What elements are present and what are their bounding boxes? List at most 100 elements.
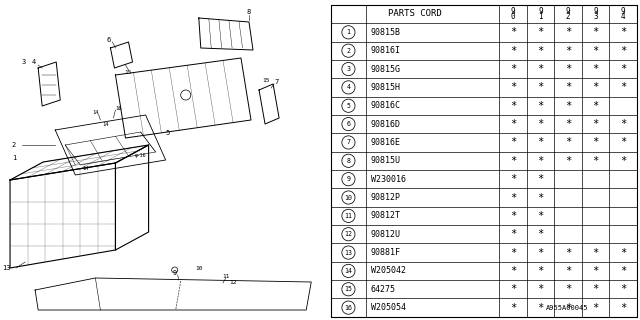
Text: 6: 6 bbox=[346, 121, 351, 127]
Text: *: * bbox=[538, 27, 543, 37]
Text: *: * bbox=[510, 119, 516, 129]
Text: *: * bbox=[510, 248, 516, 258]
Text: 11: 11 bbox=[222, 274, 230, 278]
Text: 16: 16 bbox=[344, 305, 353, 311]
Text: 64275: 64275 bbox=[371, 285, 396, 294]
Text: *: * bbox=[565, 82, 571, 92]
Text: *: * bbox=[565, 156, 571, 166]
Text: 5: 5 bbox=[166, 130, 170, 136]
Text: 1: 1 bbox=[538, 12, 543, 21]
Text: 12: 12 bbox=[229, 279, 237, 284]
Text: *: * bbox=[510, 46, 516, 56]
Text: *: * bbox=[620, 284, 626, 294]
Text: *: * bbox=[593, 248, 598, 258]
Text: 1: 1 bbox=[346, 29, 351, 35]
Text: *: * bbox=[538, 193, 543, 203]
Text: 90812U: 90812U bbox=[371, 230, 401, 239]
Text: *: * bbox=[510, 193, 516, 203]
Text: 90815B: 90815B bbox=[371, 28, 401, 37]
Text: 14: 14 bbox=[92, 109, 99, 115]
Text: *: * bbox=[565, 64, 571, 74]
Text: *: * bbox=[538, 266, 543, 276]
Text: *: * bbox=[538, 284, 543, 294]
Text: *: * bbox=[510, 174, 516, 184]
Text: *: * bbox=[565, 138, 571, 148]
Text: 10: 10 bbox=[195, 266, 202, 270]
Text: *: * bbox=[593, 82, 598, 92]
Text: *: * bbox=[510, 27, 516, 37]
Text: 9: 9 bbox=[593, 7, 598, 16]
Text: *: * bbox=[620, 266, 626, 276]
Text: *: * bbox=[565, 266, 571, 276]
Text: *: * bbox=[620, 46, 626, 56]
Text: *: * bbox=[620, 64, 626, 74]
Text: *: * bbox=[620, 248, 626, 258]
Text: *: * bbox=[593, 27, 598, 37]
Text: *: * bbox=[510, 64, 516, 74]
Text: *: * bbox=[510, 138, 516, 148]
Text: 0: 0 bbox=[511, 12, 515, 21]
Text: 14: 14 bbox=[344, 268, 353, 274]
Text: 2: 2 bbox=[12, 142, 16, 148]
Text: *: * bbox=[565, 101, 571, 111]
Text: *: * bbox=[593, 284, 598, 294]
Text: *: * bbox=[538, 229, 543, 239]
Text: 7: 7 bbox=[346, 140, 351, 146]
Text: 15: 15 bbox=[125, 69, 132, 75]
Text: *: * bbox=[565, 119, 571, 129]
Text: 90816C: 90816C bbox=[371, 101, 401, 110]
Text: W205042: W205042 bbox=[371, 267, 406, 276]
Text: *: * bbox=[593, 119, 598, 129]
Text: *: * bbox=[593, 303, 598, 313]
Text: 14: 14 bbox=[102, 123, 109, 127]
Text: 13: 13 bbox=[344, 250, 353, 256]
Text: 16: 16 bbox=[115, 106, 122, 110]
Text: 90812P: 90812P bbox=[371, 193, 401, 202]
Text: 90816I: 90816I bbox=[371, 46, 401, 55]
Text: *: * bbox=[593, 138, 598, 148]
Text: 9: 9 bbox=[621, 7, 625, 16]
Text: *: * bbox=[565, 303, 571, 313]
Text: 90816E: 90816E bbox=[371, 138, 401, 147]
Text: 7: 7 bbox=[274, 79, 278, 85]
Text: 90815G: 90815G bbox=[371, 65, 401, 74]
Text: *: * bbox=[565, 284, 571, 294]
Text: *: * bbox=[565, 27, 571, 37]
Text: *: * bbox=[593, 64, 598, 74]
Text: *: * bbox=[510, 82, 516, 92]
Text: φ-16: φ-16 bbox=[135, 153, 147, 157]
Text: W230016: W230016 bbox=[371, 175, 406, 184]
Text: 12: 12 bbox=[344, 231, 353, 237]
Text: 1: 1 bbox=[12, 155, 16, 161]
Text: *: * bbox=[538, 119, 543, 129]
Text: *: * bbox=[620, 27, 626, 37]
Text: *: * bbox=[620, 119, 626, 129]
Text: 90816D: 90816D bbox=[371, 120, 401, 129]
Text: 9: 9 bbox=[511, 7, 515, 16]
Text: *: * bbox=[593, 46, 598, 56]
Text: 3: 3 bbox=[346, 66, 351, 72]
Text: *: * bbox=[538, 64, 543, 74]
Text: 3: 3 bbox=[593, 12, 598, 21]
Text: 14: 14 bbox=[82, 165, 88, 171]
Text: 2: 2 bbox=[566, 12, 570, 21]
Text: 8: 8 bbox=[346, 158, 351, 164]
Text: 4: 4 bbox=[32, 59, 36, 65]
Text: 11: 11 bbox=[344, 213, 353, 219]
Text: 8: 8 bbox=[247, 9, 251, 15]
Text: 13: 13 bbox=[2, 265, 10, 271]
Text: *: * bbox=[593, 101, 598, 111]
Text: *: * bbox=[538, 82, 543, 92]
Text: *: * bbox=[593, 156, 598, 166]
Text: 90881F: 90881F bbox=[371, 248, 401, 257]
Text: *: * bbox=[538, 174, 543, 184]
Text: *: * bbox=[620, 303, 626, 313]
Text: 10: 10 bbox=[344, 195, 353, 201]
Text: *: * bbox=[510, 101, 516, 111]
Text: *: * bbox=[510, 211, 516, 221]
Text: 90815H: 90815H bbox=[371, 83, 401, 92]
Text: 15: 15 bbox=[344, 286, 353, 292]
Text: *: * bbox=[510, 303, 516, 313]
Text: 9: 9 bbox=[566, 7, 570, 16]
Text: 9: 9 bbox=[173, 270, 177, 276]
